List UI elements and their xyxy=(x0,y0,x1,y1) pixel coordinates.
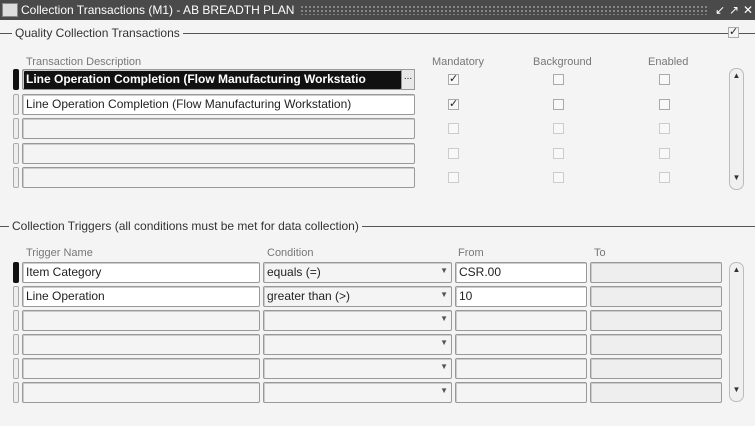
header-trigger-name: Trigger Name xyxy=(26,247,93,259)
oracle-app-icon xyxy=(2,3,18,17)
header-background: Background xyxy=(533,56,592,68)
scroll-up-icon[interactable]: ▲ xyxy=(732,71,741,80)
mandatory-checkbox[interactable] xyxy=(448,147,459,159)
row-indicator[interactable] xyxy=(13,167,19,188)
condition-value: greater than (>) xyxy=(267,289,351,303)
background-checkbox[interactable] xyxy=(553,74,564,85)
dropdown-arrow-icon[interactable]: ▼ xyxy=(440,314,448,323)
scroll-down-icon[interactable]: ▼ xyxy=(732,173,741,182)
enabled-checkbox[interactable] xyxy=(659,147,670,159)
row-indicator[interactable] xyxy=(13,118,19,139)
condition-value: equals (=) xyxy=(267,265,321,279)
trigger-name-field[interactable] xyxy=(22,358,260,379)
condition-select[interactable]: greater than (>) ▼ xyxy=(263,286,452,307)
from-field[interactable] xyxy=(455,382,587,403)
to-field[interactable] xyxy=(590,310,722,331)
minimize-icon[interactable]: ↙ xyxy=(714,3,726,17)
transaction-description-field[interactable]: Line Operation Completion (Flow Manufact… xyxy=(22,69,402,90)
transaction-description-field[interactable] xyxy=(22,118,415,139)
mandatory-checkbox[interactable] xyxy=(448,172,459,183)
close-icon[interactable]: ✕ xyxy=(742,3,754,17)
row-indicator[interactable] xyxy=(13,286,19,307)
condition-select[interactable]: ▼ xyxy=(263,382,452,403)
triggers-frame-title: Collection Triggers (all conditions must… xyxy=(9,219,362,233)
condition-select[interactable]: ▼ xyxy=(263,358,452,379)
row-indicator[interactable] xyxy=(13,262,19,283)
header-to: To xyxy=(594,247,606,259)
condition-select[interactable]: ▼ xyxy=(263,310,452,331)
transaction-description-field[interactable] xyxy=(22,167,415,188)
from-field[interactable] xyxy=(455,310,587,331)
header-from: From xyxy=(458,247,484,259)
background-checkbox[interactable] xyxy=(553,147,564,159)
trigger-name-field[interactable] xyxy=(22,334,260,355)
mandatory-checkbox[interactable]: ✓ xyxy=(448,97,459,110)
maximize-icon[interactable]: ↗ xyxy=(728,3,740,17)
header-mandatory: Mandatory xyxy=(432,56,484,68)
triggers-frame xyxy=(0,226,755,227)
title-bar-drag-area[interactable] xyxy=(300,5,707,15)
from-field[interactable]: 10 xyxy=(455,286,587,307)
transactions-frame xyxy=(0,33,755,34)
row-indicator[interactable] xyxy=(13,142,19,164)
dropdown-arrow-icon[interactable]: ▼ xyxy=(440,386,448,395)
trigger-name-field[interactable] xyxy=(22,310,260,331)
to-field[interactable] xyxy=(590,262,722,283)
dropdown-arrow-icon[interactable]: ▼ xyxy=(440,338,448,347)
dropdown-arrow-icon[interactable]: ▼ xyxy=(440,290,448,299)
dropdown-arrow-icon[interactable]: ▼ xyxy=(440,362,448,371)
scroll-down-icon[interactable]: ▼ xyxy=(732,385,741,394)
to-field[interactable] xyxy=(590,334,722,355)
frame-checkbox[interactable]: ✓ xyxy=(728,26,739,38)
transactions-scrollbar[interactable]: ▲ ▼ xyxy=(729,68,744,190)
mandatory-checkbox[interactable] xyxy=(448,123,459,134)
dropdown-arrow-icon[interactable]: ▼ xyxy=(440,266,448,275)
trigger-name-field[interactable]: Line Operation xyxy=(22,286,260,307)
trigger-name-field[interactable]: Item Category xyxy=(22,262,260,283)
from-field[interactable] xyxy=(455,334,587,355)
scroll-up-icon[interactable]: ▲ xyxy=(732,265,741,274)
transaction-description-field[interactable] xyxy=(22,142,415,164)
trigger-name-field[interactable] xyxy=(22,382,260,403)
mandatory-checkbox[interactable]: ✓ xyxy=(448,73,459,85)
from-field[interactable]: CSR.00 xyxy=(455,262,587,283)
to-field[interactable] xyxy=(590,286,722,307)
enabled-checkbox[interactable] xyxy=(659,98,670,110)
row-indicator[interactable] xyxy=(13,93,19,115)
row-indicator[interactable] xyxy=(13,334,19,355)
transactions-frame-title: Quality Collection Transactions xyxy=(12,26,183,40)
to-field[interactable] xyxy=(590,358,722,379)
to-field[interactable] xyxy=(590,382,722,403)
title-bar: Collection Transactions (M1) - AB BREADT… xyxy=(0,0,755,20)
transaction-description-field[interactable]: Line Operation Completion (Flow Manufact… xyxy=(22,93,415,115)
row-indicator[interactable] xyxy=(13,310,19,331)
background-checkbox[interactable] xyxy=(553,98,564,110)
row-indicator[interactable] xyxy=(13,69,19,90)
condition-select[interactable]: ▼ xyxy=(263,334,452,355)
row-indicator[interactable] xyxy=(13,382,19,403)
from-field[interactable] xyxy=(455,358,587,379)
condition-select[interactable]: equals (=) ▼ xyxy=(263,262,452,283)
header-transaction-description: Transaction Description xyxy=(26,56,142,68)
background-checkbox[interactable] xyxy=(553,123,564,134)
row-indicator[interactable] xyxy=(13,358,19,379)
header-condition: Condition xyxy=(267,247,314,259)
enabled-checkbox[interactable] xyxy=(659,74,670,85)
background-checkbox[interactable] xyxy=(553,172,564,183)
enabled-checkbox[interactable] xyxy=(659,172,670,183)
header-enabled: Enabled xyxy=(648,56,689,68)
triggers-scrollbar[interactable]: ▲ ▼ xyxy=(729,262,744,402)
lov-button[interactable]: ... xyxy=(401,69,415,90)
enabled-checkbox[interactable] xyxy=(659,123,670,134)
window-title: Collection Transactions (M1) - AB BREADT… xyxy=(21,3,295,17)
